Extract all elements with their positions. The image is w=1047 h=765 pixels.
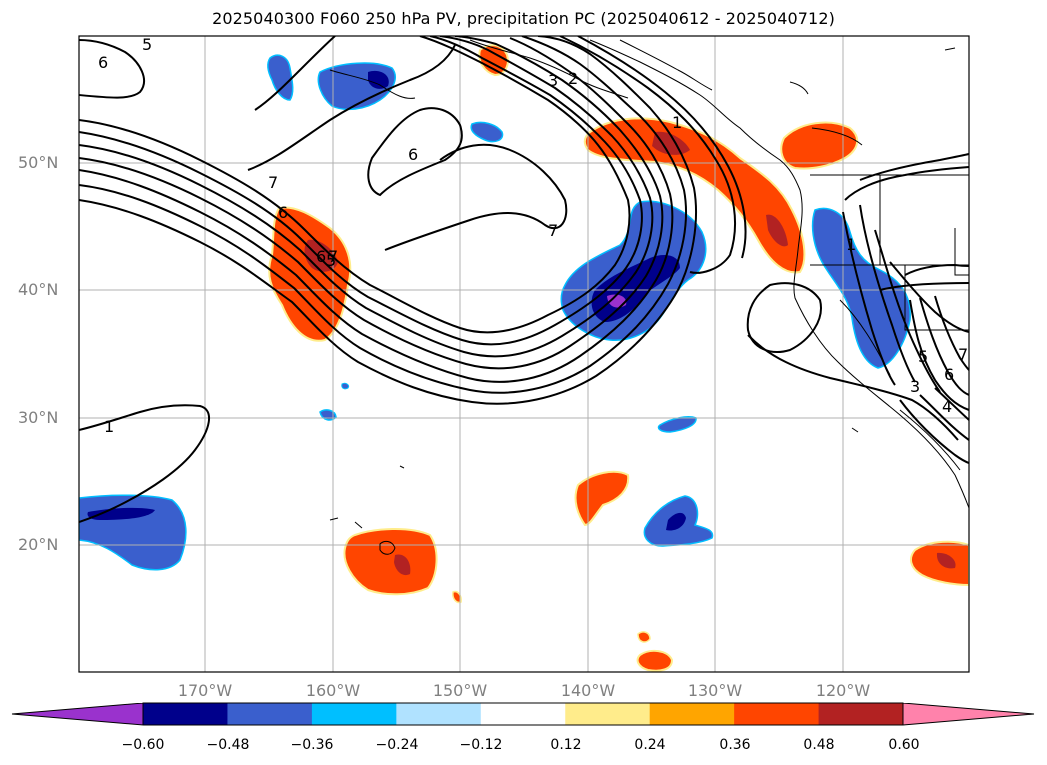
contour-label: 3 xyxy=(910,377,920,396)
colorbar-tick-label: −0.12 xyxy=(459,737,503,753)
precip-positive-core xyxy=(936,552,956,569)
lon-label-150w: 150°W xyxy=(432,681,488,700)
precip-negative-patch xyxy=(341,382,349,390)
contour-label: 5 xyxy=(142,35,152,54)
precip-negative-core xyxy=(607,294,627,308)
contour-label: 4 xyxy=(942,397,952,416)
colorbar-extend-min xyxy=(12,703,143,725)
pv-contours xyxy=(79,36,969,523)
contour-label: 7 xyxy=(958,345,968,364)
colorbar-tick-label: −0.60 xyxy=(121,737,165,753)
contour-label: 7 xyxy=(548,221,558,240)
lat-label-40n: 40°N xyxy=(18,280,59,299)
colorbar-tick-label: 0.60 xyxy=(888,737,920,753)
precip-negative-patch xyxy=(657,416,697,433)
colorbar-segments xyxy=(12,703,1034,725)
precip-fill-layer xyxy=(79,44,969,672)
contour-label: 2 xyxy=(568,69,578,88)
contour-label: 1 xyxy=(104,417,114,436)
coastlines xyxy=(329,39,969,555)
precip-positive-core xyxy=(766,214,788,247)
precip-positive-patch xyxy=(574,470,630,527)
precip-negative-core xyxy=(87,507,155,520)
precip-positive-patch xyxy=(452,590,462,604)
colorbar-tick-label: −0.36 xyxy=(290,737,334,753)
precip-negative-core xyxy=(368,70,389,89)
colorbar-segment xyxy=(311,703,397,725)
contour-label: 1 xyxy=(846,235,856,254)
colorbar-segment xyxy=(565,703,651,725)
lat-label-30n: 30°N xyxy=(18,408,59,427)
colorbar-tick-label: −0.48 xyxy=(206,737,250,753)
lon-label-120w: 120°W xyxy=(815,681,871,700)
lon-label-170w: 170°W xyxy=(177,681,233,700)
colorbar-tick-label: 0.24 xyxy=(634,737,666,753)
colorbar-segment xyxy=(734,703,820,725)
colorbar-tick-label: 0.36 xyxy=(719,737,751,753)
contour-label-layer: 5 6 7 6 6 7 3 2 1 6 7 5 1 1 5 3 4 6 7 xyxy=(98,35,968,436)
precip-positive-patch xyxy=(636,649,674,672)
map-frame xyxy=(78,35,970,673)
lon-label-160w: 160°W xyxy=(305,681,361,700)
colorbar xyxy=(11,702,1035,726)
precip-positive-patch xyxy=(637,631,651,643)
contour-label: 6 xyxy=(408,145,418,164)
lon-label-130w: 130°W xyxy=(687,681,743,700)
colorbar-tick-label: 0.48 xyxy=(803,737,835,753)
colorbar-outline xyxy=(11,702,1035,726)
contour-label: 7 xyxy=(268,173,278,192)
precip-negative-patch xyxy=(470,121,504,143)
precip-negative-core xyxy=(666,512,686,531)
contour-label: 1 xyxy=(672,113,682,132)
precip-negative-patch xyxy=(267,54,294,101)
lat-label-50n: 50°N xyxy=(18,153,59,172)
colorbar-tick-label: 0.12 xyxy=(550,737,582,753)
precip-negative-patch xyxy=(811,207,911,369)
contour-label: 6 xyxy=(316,247,326,266)
colorbar-segment xyxy=(818,703,904,725)
contour-label: 6 xyxy=(98,53,108,72)
contour-label: 3 xyxy=(548,71,558,90)
precip-positive-core xyxy=(394,554,411,576)
map-title: 2025040300 F060 250 hPa PV, precipitatio… xyxy=(212,9,835,28)
colorbar-extend-max xyxy=(903,703,1034,725)
colorbar-segment xyxy=(480,703,566,725)
precip-positive-core xyxy=(652,131,690,155)
precip-positive-patch xyxy=(478,44,509,77)
lat-label-20n: 20°N xyxy=(18,535,59,554)
contour-label: 7 xyxy=(328,247,338,266)
gridlines xyxy=(79,36,969,672)
colorbar-segment xyxy=(649,703,735,725)
precip-positive-patch xyxy=(343,527,438,596)
contour-label: 6 xyxy=(278,203,288,222)
colorbar-segment xyxy=(227,703,313,725)
contour-label: 5 xyxy=(326,251,336,270)
lon-label-140w: 140°W xyxy=(560,681,616,700)
contour-label: 6 xyxy=(944,365,954,384)
contour-label: 5 xyxy=(918,347,928,366)
colorbar-segment xyxy=(396,703,482,725)
colorbar-tick-label: −0.24 xyxy=(375,737,419,753)
colorbar-segment xyxy=(143,703,229,725)
precip-negative-patch xyxy=(79,494,187,571)
